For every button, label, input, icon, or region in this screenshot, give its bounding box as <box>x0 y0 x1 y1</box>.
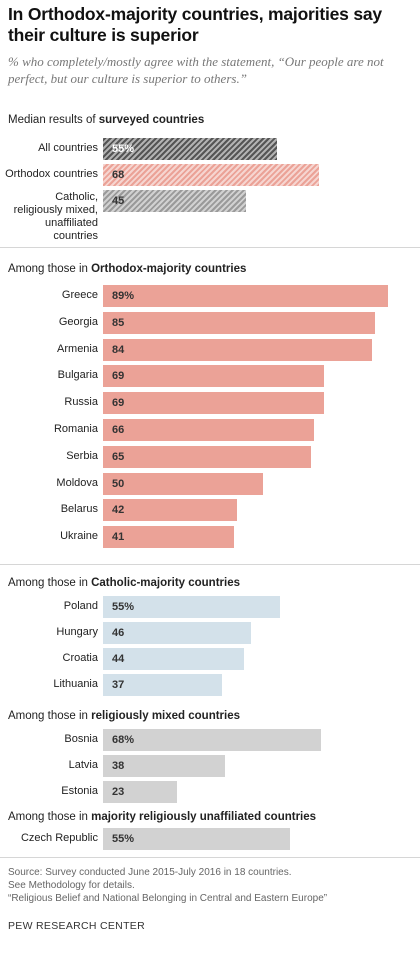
section-heading: Among those in Catholic-majority countri… <box>8 577 240 589</box>
section-heading: Among those in religiously mixed countri… <box>8 710 240 722</box>
bar <box>103 446 311 468</box>
data-label: 55% <box>112 833 135 845</box>
data-label: 68 <box>112 169 125 181</box>
data-label: 65 <box>112 451 125 463</box>
category-label: Latvia <box>68 759 98 771</box>
section-heading-prefix: Median results of <box>8 114 99 126</box>
category-label: Ukraine <box>60 530 98 542</box>
bar <box>103 285 388 307</box>
category-label: Serbia <box>66 450 98 462</box>
data-label: 55% <box>112 143 135 155</box>
category-label: Bulgaria <box>57 369 98 381</box>
category-label: Hungary <box>56 626 98 638</box>
category-label: Romania <box>53 423 98 435</box>
bar <box>103 499 237 521</box>
bar <box>103 312 375 334</box>
data-label: 84 <box>112 344 125 356</box>
data-label: 85 <box>112 317 125 329</box>
bar <box>103 596 280 618</box>
footer-report: “Religious Belief and National Belonging… <box>8 893 328 904</box>
bar <box>103 828 290 850</box>
section-heading-bold: religiously mixed countries <box>91 710 241 722</box>
bar <box>103 648 244 670</box>
data-label: 45 <box>112 195 125 207</box>
category-label: All countries <box>38 142 98 154</box>
category-label: Bosnia <box>64 733 98 745</box>
section-heading-bold: majority religiously unaffiliated countr… <box>91 811 317 823</box>
data-label: 37 <box>112 679 125 691</box>
data-label: 55% <box>112 601 135 613</box>
category-label: Lithuania <box>53 678 98 690</box>
bar <box>103 339 372 361</box>
category-label: Orthodox countries <box>5 168 98 180</box>
bar <box>103 365 324 387</box>
data-label: 68% <box>112 734 135 746</box>
category-label: Croatia <box>62 652 98 664</box>
footer-org: PEW RESEARCH CENTER <box>8 920 145 932</box>
section-heading-bold: surveyed countries <box>98 114 205 126</box>
category-label: Czech Republic <box>20 832 98 844</box>
bar <box>103 419 314 441</box>
data-label: 69 <box>112 397 125 409</box>
chart-subtitle: % who completely/mostly agree with the s… <box>8 54 384 86</box>
category-label: Greece <box>61 289 98 301</box>
data-label: 23 <box>112 786 125 798</box>
category-label: Moldova <box>56 477 98 489</box>
bar <box>103 164 319 186</box>
category-label: Armenia <box>57 343 98 355</box>
bar <box>103 526 234 548</box>
data-label: 41 <box>112 531 125 543</box>
category-label: Poland <box>63 600 98 612</box>
footer-methodology: See Methodology for details. <box>8 880 135 891</box>
category-label: Belarus <box>60 503 98 515</box>
section-heading: Among those in majority religiously unaf… <box>8 811 316 823</box>
data-label: 50 <box>112 478 125 490</box>
footer-divider <box>0 857 420 858</box>
bar <box>103 138 277 160</box>
data-label: 44 <box>112 653 125 665</box>
category-label: Estonia <box>61 785 98 797</box>
bar <box>103 622 251 644</box>
data-label: 46 <box>112 627 125 639</box>
bar <box>103 729 321 751</box>
data-label: 66 <box>112 424 125 436</box>
section-heading-bold: Catholic-majority countries <box>91 577 240 589</box>
section-heading-prefix: Among those in <box>8 263 92 275</box>
category-label: Catholic, religiously mixed, unaffiliate… <box>13 191 98 242</box>
data-label: 89% <box>112 290 135 302</box>
section-divider <box>0 564 420 565</box>
data-label: 42 <box>112 504 125 516</box>
bar <box>103 190 246 212</box>
bar <box>103 781 177 803</box>
section-heading: Among those in Orthodox-majority countri… <box>8 263 246 275</box>
footer-source: Source: Survey conducted June 2015-July … <box>8 867 292 878</box>
data-label: 38 <box>112 760 125 772</box>
section-heading: Median results of surveyed countries <box>8 114 204 126</box>
bar <box>103 755 225 777</box>
category-label: Russia <box>64 396 98 408</box>
data-label: 69 <box>112 370 125 382</box>
section-divider <box>0 247 420 248</box>
category-label: Georgia <box>58 316 98 328</box>
section-heading-bold: Orthodox-majority countries <box>91 263 247 275</box>
bar <box>103 674 222 696</box>
bar <box>103 392 324 414</box>
section-heading-prefix: Among those in <box>8 577 92 589</box>
chart-title: In Orthodox-majority countries, majoriti… <box>8 4 382 45</box>
bar <box>103 473 263 495</box>
section-heading-prefix: Among those in <box>8 811 92 823</box>
section-heading-prefix: Among those in <box>8 710 92 722</box>
